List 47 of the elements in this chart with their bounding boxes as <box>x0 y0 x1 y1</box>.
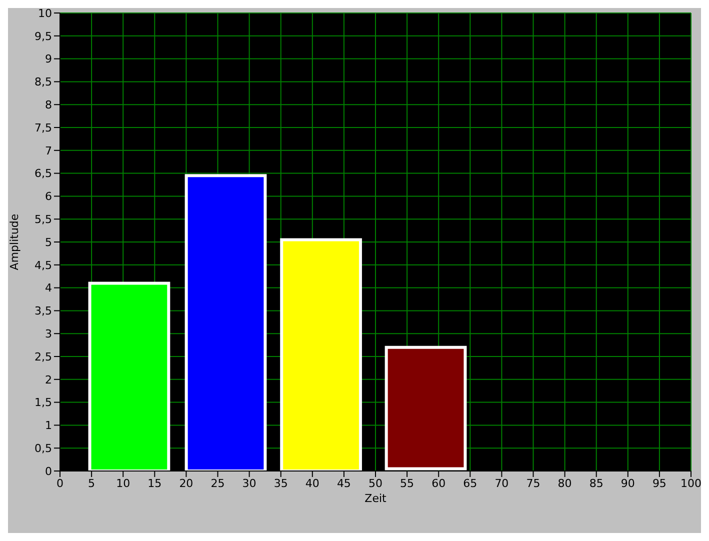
y-tick-label: 3 <box>45 328 52 341</box>
y-tick-label: 3,5 <box>34 304 52 318</box>
x-tick-label: 90 <box>620 476 635 490</box>
y-tick-label: 0,5 <box>34 442 52 456</box>
y-tick-label: 6,5 <box>34 167 52 180</box>
x-tick-label: 80 <box>558 476 572 490</box>
y-tick-label: 9 <box>45 52 52 66</box>
y-tick-label: 0 <box>45 464 52 478</box>
y-tick-label: 2 <box>45 373 52 386</box>
y-tick-label: 4 <box>45 282 52 295</box>
y-tick-label: 8 <box>45 98 52 112</box>
x-tick-label: 100 <box>680 476 702 490</box>
y-tick-label: 9,5 <box>34 30 52 43</box>
y-tick-label: 7 <box>45 144 52 158</box>
x-tick-label: 10 <box>116 476 130 490</box>
y-tick-label: 6 <box>45 190 52 204</box>
y-tick-label: 10 <box>38 6 52 20</box>
x-tick-label: 20 <box>179 476 194 490</box>
y-tick-label: 4,5 <box>34 258 52 272</box>
x-tick-label: 25 <box>210 476 225 490</box>
x-axis-title: Zeit <box>364 492 388 505</box>
x-tick-label: 60 <box>432 476 446 490</box>
x-tick-label: 50 <box>368 476 382 490</box>
x-tick-label: 15 <box>148 476 162 490</box>
x-tick-label: 45 <box>336 476 351 490</box>
x-tick-label: 5 <box>88 476 96 490</box>
y-tick-label: 7,5 <box>34 121 52 134</box>
x-tick-label: 30 <box>242 476 256 490</box>
x-tick-label: 35 <box>274 476 288 490</box>
y-tick-label: 1 <box>45 419 52 432</box>
y-tick-label: 1,5 <box>34 396 52 410</box>
y-tick-label: 5,5 <box>34 213 52 226</box>
x-tick-label: 95 <box>652 476 666 490</box>
x-tick-label: 70 <box>494 476 509 490</box>
bar <box>280 238 362 471</box>
y-tick-label: 8,5 <box>34 76 52 89</box>
x-tick-label: 0 <box>56 476 64 490</box>
bar <box>184 174 267 471</box>
bar <box>88 282 170 471</box>
x-tick-label: 75 <box>526 476 540 490</box>
x-tick-label: 65 <box>463 476 478 490</box>
x-tick-label: 55 <box>400 476 414 490</box>
y-tick-label: 2,5 <box>34 350 52 364</box>
x-tick-label: 85 <box>589 476 604 490</box>
y-tick-label: 5 <box>45 236 52 249</box>
y-axis-title: Amplitude <box>8 214 21 270</box>
x-tick-label: 40 <box>305 476 320 490</box>
